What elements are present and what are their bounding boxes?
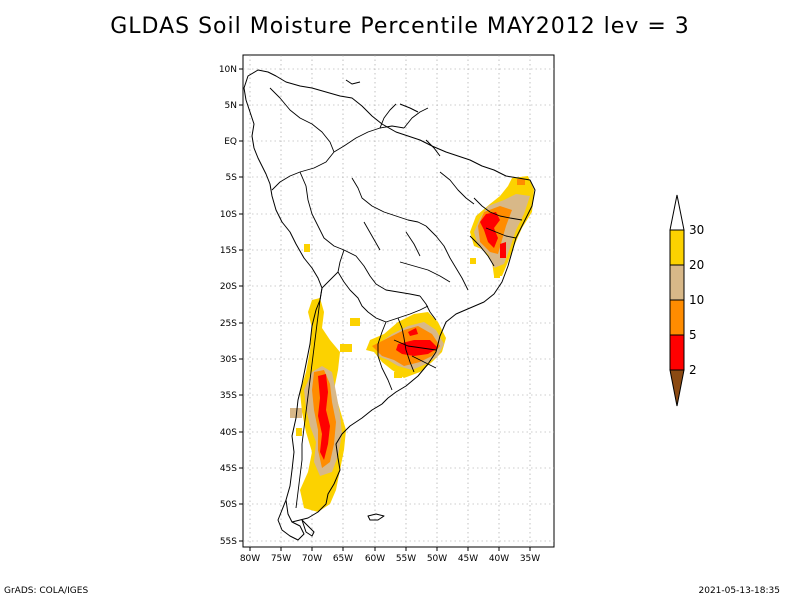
lat-label: 5N <box>225 101 237 111</box>
central-andes-red <box>318 374 330 460</box>
lon-label: 55W <box>396 554 416 564</box>
lat-label: EQ <box>224 137 237 147</box>
lon-label: 65W <box>333 554 353 564</box>
lon-label: 75W <box>271 554 291 564</box>
colorbar-label: 20 <box>689 258 704 272</box>
colorbar-segment-20-30 <box>669 229 685 266</box>
lon-label: 80W <box>240 554 260 564</box>
colorbar-label: 5 <box>689 328 697 342</box>
colorbar-label: 2 <box>689 363 697 377</box>
colorbar-top-arrow <box>669 194 685 231</box>
lat-label: 10N <box>219 65 237 75</box>
footer-timestamp: 2021-05-13-18:35 <box>698 586 781 596</box>
colorbar-segment-10-20 <box>669 264 685 301</box>
lon-label: 35W <box>520 554 540 564</box>
lat-label: 10S <box>220 210 237 220</box>
lat-label: 50S <box>220 500 237 510</box>
lat-label: 5S <box>226 173 238 183</box>
lat-label: 40S <box>220 428 237 438</box>
map-frame <box>242 54 555 548</box>
lat-axis: 10N 5N EQ 5S 10S 15S 20S 25S 30S 35S 40S… <box>219 65 243 547</box>
colorbar-segment-5-10 <box>669 299 685 336</box>
country-borders <box>269 87 523 509</box>
colorbar-label: 10 <box>689 293 704 307</box>
lon-label: 40W <box>489 554 509 564</box>
colorbar <box>669 194 685 407</box>
lat-label: 25S <box>220 319 237 329</box>
grid-lines <box>243 55 554 547</box>
ne-brazil-red-2 <box>500 242 506 258</box>
map-title: GLDAS Soil Moisture Percentile MAY2012 l… <box>110 14 690 39</box>
lon-label: 45W <box>458 554 478 564</box>
coastlines <box>243 69 536 541</box>
lat-label: 30S <box>220 355 237 365</box>
lon-label: 50W <box>427 554 447 564</box>
lat-label: 15S <box>220 246 237 256</box>
colorbar-segment-2-5 <box>669 334 685 371</box>
lon-label: 60W <box>365 554 385 564</box>
lon-label: 70W <box>302 554 322 564</box>
lat-label: 45S <box>220 464 237 474</box>
lat-label: 35S <box>220 391 237 401</box>
colorbar-bottom-arrow <box>669 369 685 407</box>
colorbar-label: 30 <box>689 223 704 237</box>
lat-label: 55S <box>220 537 237 547</box>
lat-label: 20S <box>220 282 237 292</box>
footer-credit: GrADS: COLA/IGES <box>4 586 89 596</box>
lon-axis: 80W 75W 70W 65W 60W 55W 50W 45W 40W 35W <box>240 547 540 564</box>
